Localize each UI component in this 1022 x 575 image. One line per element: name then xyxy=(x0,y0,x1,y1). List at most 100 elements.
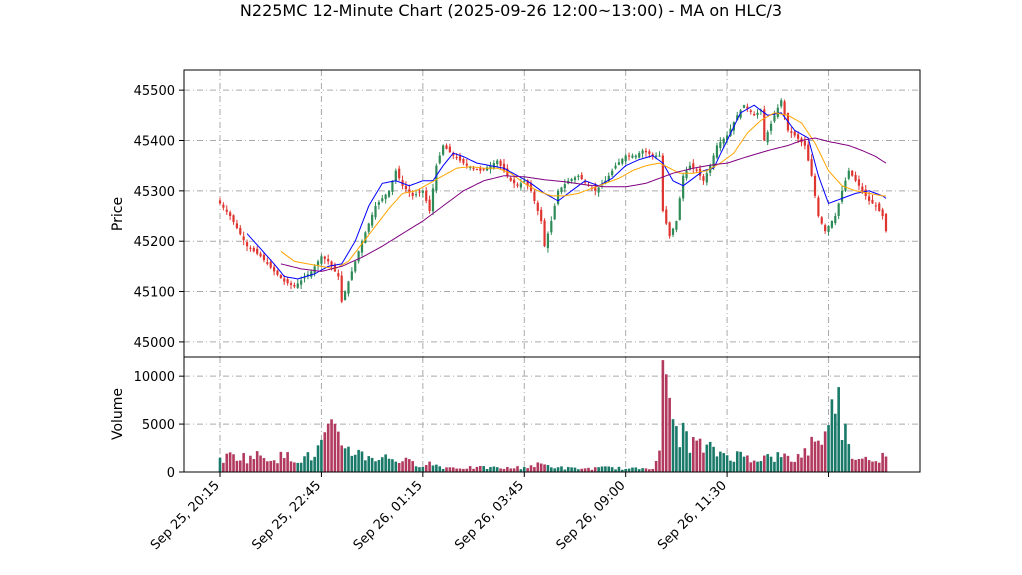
volume-bar xyxy=(678,447,682,472)
volume-bar xyxy=(482,466,485,472)
volume-bar xyxy=(634,467,638,472)
candle-body xyxy=(266,262,269,264)
volume-bar xyxy=(668,397,671,472)
candle-body xyxy=(364,232,367,244)
candle-body xyxy=(256,248,259,254)
volume-bar xyxy=(840,439,844,472)
x-tick-label: Sep 26, 01:15 xyxy=(351,478,426,553)
candle-body xyxy=(421,190,424,193)
volume-bar xyxy=(820,444,824,472)
volume-bar xyxy=(475,466,479,472)
ma-line-ma-slow xyxy=(280,137,887,272)
candle-body xyxy=(705,173,708,183)
volume-bar xyxy=(617,466,621,472)
volume-bar xyxy=(468,466,472,472)
candle-body xyxy=(232,215,235,223)
candle-body xyxy=(550,221,553,233)
volume-bar xyxy=(397,462,401,472)
candle-body xyxy=(262,254,266,261)
volume-bar xyxy=(316,445,320,472)
volume-bar xyxy=(320,439,323,472)
candle-body xyxy=(293,285,296,287)
volume-bar xyxy=(881,452,884,472)
volume-bar xyxy=(272,460,276,472)
volume-bar xyxy=(462,468,465,472)
volume-bar xyxy=(232,454,235,472)
volume-bar xyxy=(343,448,347,472)
ma-line-ma-mid xyxy=(280,112,886,270)
candle-body xyxy=(675,221,678,230)
candle-body xyxy=(756,112,759,115)
candle-body xyxy=(496,160,499,164)
candle-body xyxy=(584,181,587,183)
candle-body xyxy=(523,180,526,182)
volume-bar xyxy=(391,459,394,472)
volume-bar xyxy=(424,465,428,472)
candle-body xyxy=(235,223,239,229)
candle-body xyxy=(286,279,289,284)
volume-bar xyxy=(715,456,719,472)
volume-bar xyxy=(749,462,753,472)
candle-body xyxy=(715,145,719,158)
volume-bar xyxy=(877,462,881,472)
price-y-tick-label: 45000 xyxy=(134,336,175,351)
volume-bar xyxy=(259,455,262,472)
volume-bars xyxy=(218,360,888,472)
candle-body xyxy=(854,175,857,181)
volume-bar xyxy=(242,453,245,472)
candle-body xyxy=(350,271,353,280)
candle-body xyxy=(462,158,465,164)
volume-bar xyxy=(509,468,513,472)
candle-body xyxy=(837,203,840,216)
candle-body xyxy=(394,170,397,182)
candle-body xyxy=(617,162,621,165)
candle-body xyxy=(634,155,637,158)
price-candles xyxy=(218,98,888,304)
candle-body xyxy=(377,202,380,205)
volume-bar xyxy=(742,456,746,472)
candle-body xyxy=(502,163,506,171)
volume-bar xyxy=(695,440,698,472)
candle-body xyxy=(519,183,522,188)
candle-body xyxy=(381,198,384,202)
chart-title: N225MC 12-Minute Chart (2025-09-26 12:00… xyxy=(240,1,782,20)
candle-body xyxy=(225,209,228,212)
candle-body xyxy=(425,190,428,201)
candle-body xyxy=(851,170,854,176)
volume-bar xyxy=(739,451,742,472)
volume-bar xyxy=(864,456,868,472)
volume-bar xyxy=(519,469,523,472)
volume-bar xyxy=(279,451,283,472)
candle-body xyxy=(455,156,458,159)
candle-body xyxy=(827,226,830,232)
candle-body xyxy=(303,277,306,279)
volume-bar xyxy=(722,453,726,472)
candle-body xyxy=(790,131,793,133)
volume-bar xyxy=(793,461,797,472)
volume-bar xyxy=(661,360,665,472)
candle-body xyxy=(533,191,536,201)
volume-bar xyxy=(512,468,516,472)
candle-body xyxy=(546,233,550,249)
volume-bar xyxy=(806,455,810,472)
candle-body xyxy=(310,271,313,277)
price-y-tick-label: 45100 xyxy=(134,286,175,301)
volume-bar xyxy=(364,460,367,472)
volume-bar xyxy=(762,455,766,472)
candle-body xyxy=(651,154,654,156)
candle-body xyxy=(742,105,746,108)
candle-body xyxy=(442,145,445,155)
candle-body xyxy=(229,212,232,217)
candle-body xyxy=(766,132,769,143)
candle-body xyxy=(665,209,668,224)
candle-body xyxy=(526,180,529,186)
volume-bar xyxy=(536,462,540,472)
candle-body xyxy=(776,107,779,117)
volume-bar xyxy=(438,466,442,472)
candle-body xyxy=(692,163,695,169)
volume-bar xyxy=(380,457,384,472)
volume-bar xyxy=(813,441,817,472)
volume-bar xyxy=(773,461,776,472)
candle-body xyxy=(387,190,391,197)
candle-body xyxy=(857,179,861,186)
